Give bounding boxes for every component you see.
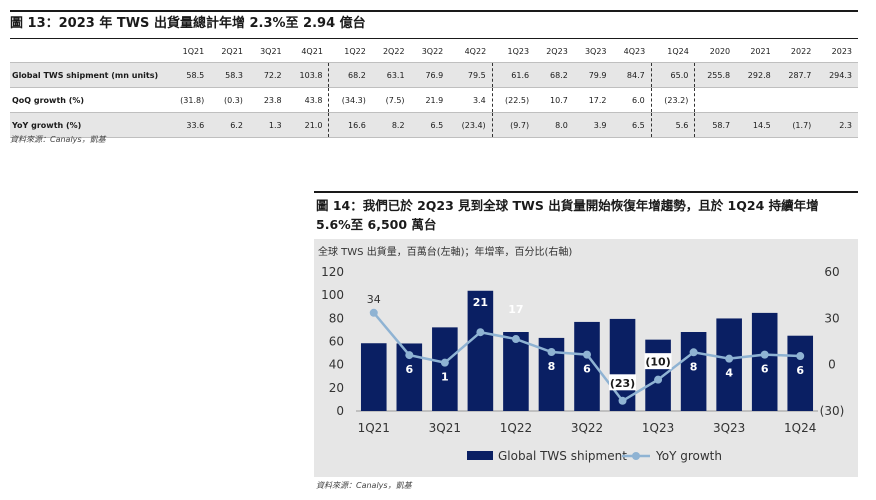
table-source: 資料來源：Canalys，凱基	[10, 135, 106, 144]
table-cell: 84.7	[612, 62, 652, 88]
table-cell: 58.3	[210, 62, 249, 88]
chart-figure-title-line2: 5.6%至 6,500 萬台	[316, 217, 437, 232]
table-cell: 8.0	[535, 112, 574, 138]
table-cell: 58.5	[168, 62, 211, 88]
column-header-2q22: 2Q22	[371, 40, 411, 63]
column-header-1q24: 1Q24	[651, 40, 695, 63]
table-cell: 1.3	[248, 112, 288, 138]
table-cell: 6.2	[210, 112, 249, 138]
table-cell: 6.0	[612, 87, 652, 113]
table-cell: 68.2	[535, 62, 574, 88]
table-cell: 58.7	[694, 112, 737, 138]
table-cell: 65.0	[651, 62, 696, 88]
table-cell: 292.8	[736, 62, 777, 88]
table-cell: 16.6	[328, 112, 372, 138]
chart-title-rule	[314, 191, 858, 193]
table-cell: 10.7	[535, 87, 574, 113]
table-cell: 14.5	[736, 112, 777, 138]
table-cell: 21.0	[287, 112, 330, 138]
column-header-3q21: 3Q21	[248, 40, 288, 63]
column-header-4q21: 4Q21	[287, 40, 329, 63]
table-cell: 79.9	[573, 62, 613, 88]
column-header-3q22: 3Q22	[410, 40, 450, 63]
table-cell: 43.8	[287, 87, 330, 113]
tws-shipment-table: 1Q21 2Q21 3Q21 4Q21 1Q22 2Q22 3Q22 4Q22 1Q23 2Q23…	[10, 40, 858, 138]
table-header-row: 1Q21 2Q21 3Q21 4Q21 1Q22 2Q22 3Q22 4Q22 1Q23 2Q23…	[10, 40, 858, 63]
column-header-2q21: 2Q21	[210, 40, 249, 63]
table-cell: (1.7)	[776, 112, 818, 138]
table-cell: 33.6	[168, 112, 211, 138]
table-cell: 23.8	[248, 87, 288, 113]
table-cell: 17.2	[573, 87, 613, 113]
table-cell: 287.7	[776, 62, 818, 88]
table-cell: 255.8	[694, 62, 737, 88]
chart-area	[314, 239, 858, 477]
table-cell: 61.6	[492, 62, 536, 88]
table-cell: 294.3	[817, 62, 858, 88]
table-cell	[736, 87, 777, 113]
column-header-2020: 2020	[694, 40, 737, 63]
table-cell: (34.3)	[328, 87, 372, 113]
chart-figure-title-line1: 圖 14：我們已於 2Q23 見到全球 TWS 出貨量開始恢復年增趨勢，且於 1…	[316, 198, 819, 213]
table-cell: 79.5	[449, 62, 493, 88]
chart-source: 資料來源：Canalys，凱基	[316, 481, 412, 490]
table-cell	[817, 87, 858, 113]
row-label: YoY growth (%)	[10, 112, 168, 138]
table-cell: 76.9	[410, 62, 450, 88]
table-cell: 2.3	[817, 112, 858, 138]
column-header-2021: 2021	[736, 40, 777, 63]
table-header-rule	[10, 38, 858, 39]
chart-subtitle: 全球 TWS 出貨量，百萬台(左軸)；年增率，百分比(右軸)	[318, 247, 573, 258]
row-label: Global TWS shipment (mn units)	[10, 62, 168, 88]
header-corner	[10, 40, 168, 63]
row-label: QoQ growth (%)	[10, 87, 168, 113]
column-header-1q23: 1Q23	[492, 40, 536, 63]
table-cell	[776, 87, 818, 113]
column-header-4q22: 4Q22	[449, 40, 493, 63]
table-cell: (31.8)	[168, 87, 211, 113]
column-header-2023: 2023	[817, 40, 858, 63]
column-header-2022: 2022	[776, 40, 818, 63]
table-cell: (7.5)	[371, 87, 411, 113]
table-cell: (22.5)	[492, 87, 536, 113]
column-header-1q21: 1Q21	[168, 40, 211, 63]
table-figure-title: 圖 13：2023 年 TWS 出貨量總計年增 2.3%至 2.94 億台	[10, 16, 366, 31]
table-cell	[694, 87, 737, 113]
table-cell: 8.2	[371, 112, 411, 138]
table-cell: 6.5	[612, 112, 652, 138]
table-cell: (0.3)	[210, 87, 249, 113]
table-cell: 63.1	[371, 62, 411, 88]
table-cell: 3.9	[573, 112, 613, 138]
table-cell: 3.4	[449, 87, 493, 113]
table-cell: (23.4)	[449, 112, 493, 138]
table-row: YoY growth (%) 33.6 6.2 1.3 21.0 16.6 8.2 6.5 (2…	[10, 112, 858, 138]
table-cell: 6.5	[410, 112, 450, 138]
column-header-1q22: 1Q22	[328, 40, 372, 63]
table-cell: (23.2)	[651, 87, 696, 113]
table-row: QoQ growth (%) (31.8) (0.3) 23.8 43.8 (34.3)(…	[10, 87, 858, 113]
column-header-4q23: 4Q23	[612, 40, 652, 63]
table-cell: 72.2	[248, 62, 288, 88]
column-header-3q23: 3Q23	[573, 40, 613, 63]
table-cell: 103.8	[287, 62, 330, 88]
table-cell: 5.6	[651, 112, 696, 138]
table-cell: (9.7)	[492, 112, 536, 138]
table-title-rule	[10, 10, 858, 12]
table-cell: 21.9	[410, 87, 450, 113]
column-header-2q23: 2Q23	[535, 40, 574, 63]
table-row: Global TWS shipment (mn units) 58.5 58.3 72…	[10, 62, 858, 88]
table-cell: 68.2	[328, 62, 372, 88]
